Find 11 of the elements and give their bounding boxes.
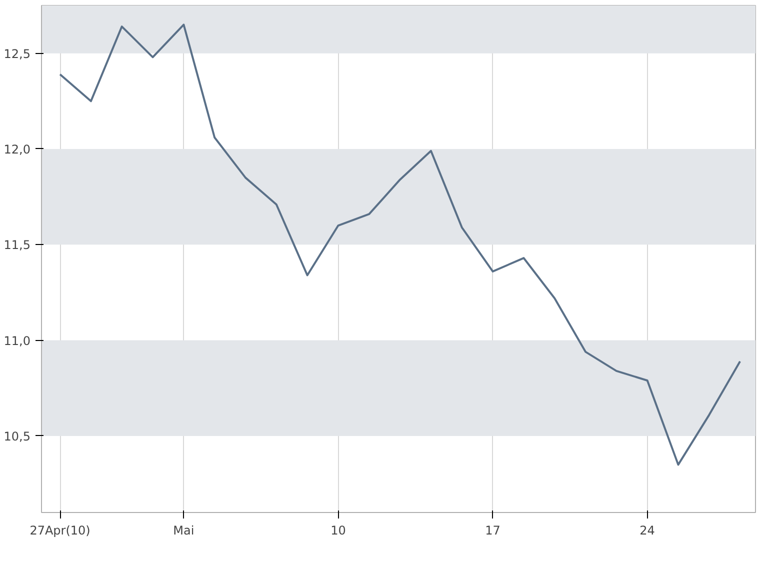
y-tick-label: 12,5: [4, 46, 30, 61]
line-series: [59, 24, 742, 466]
x-tick-label: 10: [330, 524, 346, 538]
y-tick-label: 11,0: [4, 334, 30, 348]
x-tick-label: 24: [640, 524, 655, 538]
x-tick-label: 27Apr(10): [30, 524, 90, 538]
y-tick-label: 10,5: [4, 429, 30, 444]
y-tick-label: 12,0: [4, 142, 30, 156]
x-tick-label: Mai: [173, 524, 194, 538]
y-tick-label: 11,5: [4, 238, 30, 252]
x-tick-label: 17: [485, 524, 500, 538]
